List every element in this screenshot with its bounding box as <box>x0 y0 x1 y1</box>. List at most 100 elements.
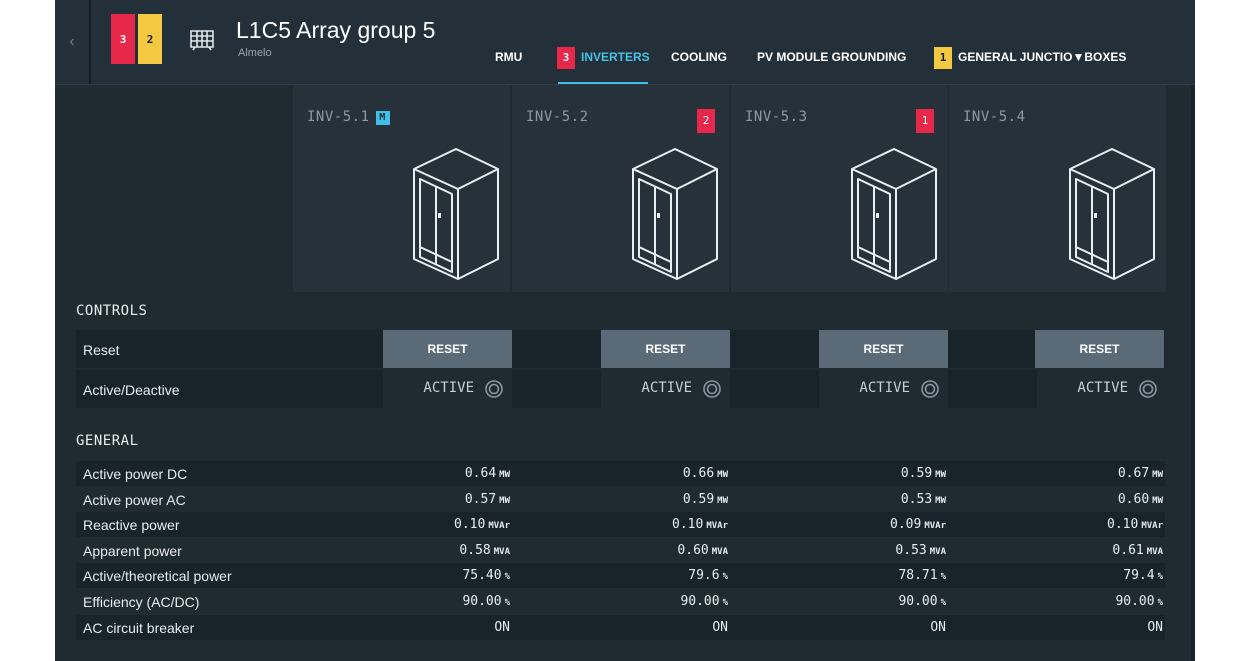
inverter-card[interactable]: INV-5.4 <box>948 85 1166 292</box>
value-cell: 0.10 MVAr <box>528 517 728 532</box>
inverter-cabinet-icon <box>851 148 937 280</box>
reset-button[interactable]: RESET <box>819 330 948 368</box>
value: 0.53 <box>900 491 933 507</box>
value-cell: ON <box>528 620 728 635</box>
active-control: ACTIVE <box>383 370 512 408</box>
unit: % <box>722 598 728 608</box>
value: ON <box>930 619 946 635</box>
active-control: ACTIVE <box>1037 370 1166 408</box>
tab-general-junction-boxes[interactable]: 1 GENERAL JUNCTIO▼BOXES <box>934 47 1126 69</box>
unit: MW <box>499 495 510 506</box>
general-row: Efficiency (AC/DC) 90.00% 90.00% 90.00% 90.0… <box>76 589 1165 614</box>
scrollbar[interactable] <box>1191 85 1195 661</box>
tab-rmu[interactable]: RMU <box>495 50 523 64</box>
reset-label: Reset <box>83 342 120 358</box>
value-cell: 0.59 MW <box>746 466 946 481</box>
inverter-cabinet-icon <box>413 148 499 280</box>
inverter-name: INV-5.2 <box>526 109 589 125</box>
value-cell: 90.00% <box>528 594 728 609</box>
value: 0.67 <box>1117 466 1150 481</box>
value: 90.00 <box>680 594 720 609</box>
reset-button[interactable]: RESET <box>383 330 512 368</box>
inverter-alarm-badge[interactable]: 2 <box>697 109 715 133</box>
tab-alarm-badge: 1 <box>934 47 952 69</box>
row-label: AC circuit breaker <box>83 619 195 636</box>
unit: MVAr <box>1141 521 1163 532</box>
inverter-cabinet-icon <box>632 148 718 280</box>
unit: MVAr <box>924 521 946 532</box>
tab-cooling[interactable]: COOLING <box>671 50 727 64</box>
header-bar: ‹ 3 2 L1C5 Array group 5 Almelo RMU 3 INV… <box>55 0 1195 85</box>
value: 0.61 <box>1112 542 1144 558</box>
unit: % <box>940 572 946 583</box>
reset-button[interactable]: RESET <box>1035 330 1164 368</box>
value: 0.10 <box>454 517 486 533</box>
reset-button[interactable]: RESET <box>601 330 730 368</box>
unit: MW <box>499 470 510 480</box>
general-row: Active power AC 0.57 MW 0.59 MW 0.53 MW 0.60 MW <box>76 487 1165 512</box>
unit: % <box>504 572 510 583</box>
value: ON <box>494 619 510 635</box>
active-control: ACTIVE <box>819 370 948 408</box>
value: 79.4 <box>1123 568 1155 584</box>
tab-pv-module-grounding[interactable]: PV MODULE GROUNDING <box>757 50 907 64</box>
value: 0.58 <box>459 542 491 558</box>
inverter-card[interactable]: INV-5.1 M <box>292 85 510 292</box>
inverter-alarm-badge[interactable]: 1 <box>916 109 934 133</box>
inverter-cards: INV-5.1 M INV-5.2 2 INV-5.3 1 INV-5.4 <box>55 85 1195 292</box>
inverter-name: INV-5.3 <box>745 109 808 125</box>
warning-alarm-count[interactable]: 2 <box>138 14 162 64</box>
inverter-card[interactable]: INV-5.3 1 <box>730 85 948 292</box>
tab-inverters[interactable]: 3 INVERTERS <box>557 47 650 69</box>
solar-panel-icon <box>190 30 214 51</box>
value-cell: ON <box>963 620 1163 635</box>
unit: MVA <box>1146 546 1163 557</box>
value-cell: ON <box>310 620 510 635</box>
active-control: ACTIVE <box>601 370 730 408</box>
back-button[interactable]: ‹ <box>55 0 91 84</box>
row-label: Active power AC <box>83 491 186 508</box>
unit: MVAr <box>706 521 728 532</box>
row-label: Apparent power <box>83 542 182 559</box>
value: 90.00 <box>898 594 938 609</box>
value: 0.60 <box>677 542 709 558</box>
value-cell: 0.59 MW <box>528 492 728 507</box>
active-state: ACTIVE <box>1077 380 1128 396</box>
value-cell: ON <box>746 620 946 635</box>
value-cell: 0.10 MVAr <box>963 517 1163 532</box>
value-cell: 0.60 MW <box>963 492 1163 507</box>
value: 90.00 <box>462 594 502 609</box>
critical-alarm-count[interactable]: 3 <box>111 14 135 64</box>
toggle-icon[interactable] <box>1138 379 1158 399</box>
value: 0.66 <box>682 466 715 481</box>
unit: % <box>504 598 510 608</box>
unit: % <box>722 572 728 583</box>
value-cell: 0.61 MVA <box>963 543 1163 558</box>
unit: MW <box>717 470 728 480</box>
general-row: Active/theoretical power 75.40% 79.6% 78.71… <box>76 563 1165 589</box>
value: 0.59 <box>900 466 933 481</box>
unit: MVAr <box>488 521 510 532</box>
unit: MVA <box>929 546 946 557</box>
toggle-icon[interactable] <box>920 379 940 399</box>
inverter-card[interactable]: INV-5.2 2 <box>511 85 729 292</box>
value-cell: 78.71% <box>746 568 946 583</box>
unit: MVA <box>711 546 728 557</box>
value-cell: 0.09 MVAr <box>746 517 946 532</box>
page-title: L1C5 Array group 5 <box>236 17 436 43</box>
manual-mode-tag: M <box>375 111 390 125</box>
active-label: Active/Deactive <box>83 382 180 398</box>
inverter-name: INV-5.1 M <box>307 109 390 125</box>
toggle-icon[interactable] <box>484 379 504 399</box>
value: 0.59 <box>682 491 715 507</box>
inverter-cabinet-icon <box>1069 148 1155 280</box>
value-cell: 0.10 MVAr <box>310 517 510 532</box>
unit: MW <box>1152 495 1163 506</box>
general-row: Reactive power 0.10 MVAr 0.10 MVAr 0.09 MVAr 0.… <box>76 512 1165 538</box>
site-location: Almelo <box>238 47 272 59</box>
value-cell: 90.00% <box>963 594 1163 609</box>
toggle-icon[interactable] <box>702 379 722 399</box>
row-label: Active/theoretical power <box>83 568 232 585</box>
unit: % <box>1157 572 1163 583</box>
unit: MW <box>935 495 946 506</box>
